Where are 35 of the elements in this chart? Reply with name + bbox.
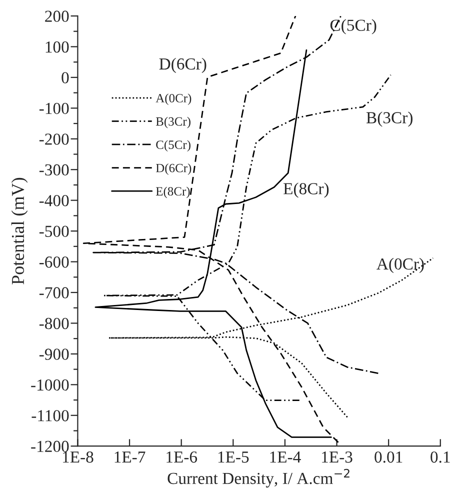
y-tick-label: -500 [39, 226, 69, 237]
y-tick-label: -800 [39, 318, 69, 330]
y-tick-label: -200 [39, 134, 69, 145]
y-tick-label: -300 [39, 164, 69, 176]
x-axis-title: Current Density, I/ A.cm$^{−2}$ [168, 468, 350, 488]
x-tick-label: 1E-7 [114, 452, 146, 463]
y-tick-label: 0 [62, 72, 69, 84]
y-tick-label: -600 [39, 256, 69, 268]
legend-label: C(5Cr) [156, 140, 190, 152]
legend-label: B(3Cr) [156, 116, 190, 128]
x-tick-label: 1E-8 [62, 451, 94, 463]
annotation: D(6Cr) [159, 58, 206, 73]
annotation: C(5Cr) [330, 19, 376, 34]
x-tick-label: 0.1 [430, 451, 450, 463]
y-tick-label: -900 [39, 348, 69, 360]
legend-label: A(0Cr) [156, 94, 192, 105]
x-tick-label: 0.01 [374, 451, 402, 463]
y-tick-label: -1100 [32, 410, 69, 422]
legend-label: D(6Cr) [156, 163, 192, 175]
y-tick-label: -1200 [31, 440, 69, 452]
y-tick-label: -100 [39, 102, 69, 114]
annotation: E(8Cr) [284, 182, 329, 198]
y-tick-label: -400 [39, 195, 69, 206]
annotation: A(0Cr) [376, 258, 424, 274]
x-tick-label: 1E-5 [218, 452, 249, 463]
annotation: B(3Cr) [366, 112, 412, 127]
y-tick-label: 200 [45, 10, 69, 22]
y-axis-title: Potential (mV) [11, 178, 28, 284]
legend-label: E(8Cr) [156, 186, 190, 198]
y-tick-label: 100 [46, 41, 69, 53]
y-tick-label: -1000 [31, 379, 69, 391]
x-tick-label: 1E-6 [166, 451, 198, 463]
x-tick-label: 1E-3 [322, 451, 352, 463]
y-tick-label: -700 [39, 287, 69, 298]
x-tick-label: 1E-4 [270, 452, 301, 463]
